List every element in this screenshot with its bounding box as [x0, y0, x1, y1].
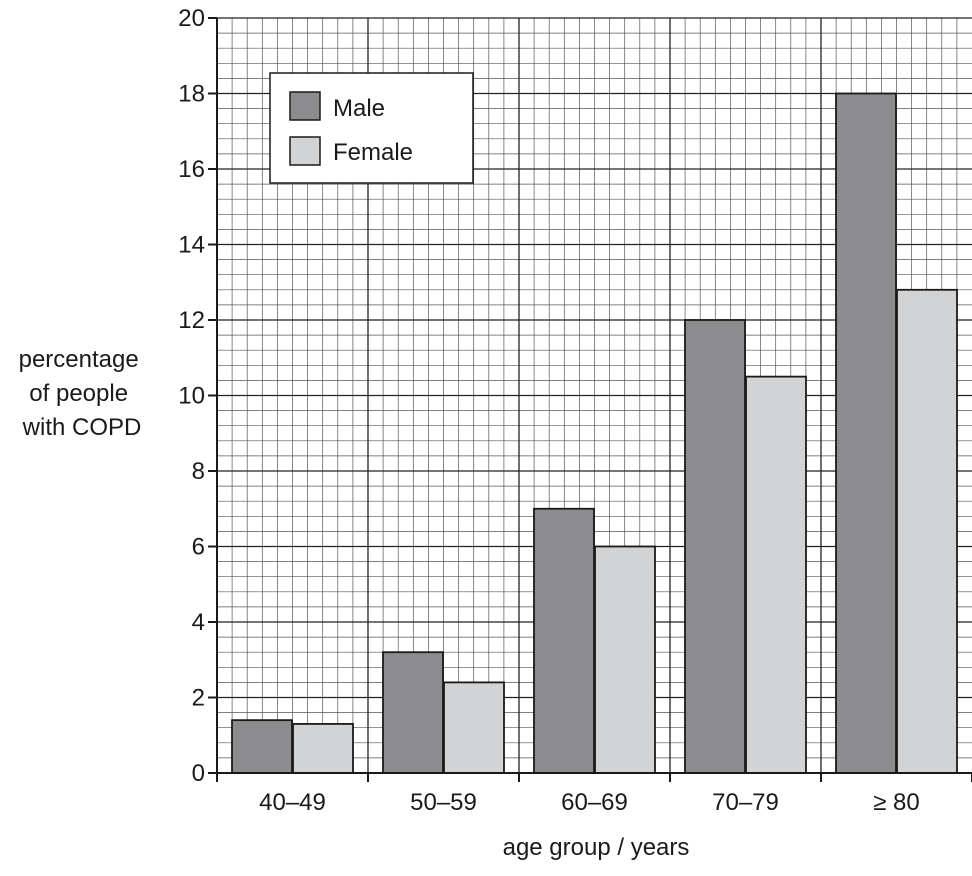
x-category-label: 40–49 — [259, 789, 326, 816]
x-axis-label: age group / years — [503, 834, 690, 861]
y-tick-label: 20 — [178, 5, 205, 32]
legend: Male Female — [269, 72, 474, 184]
y-tick-label: 4 — [192, 609, 205, 636]
x-category-label: 50–59 — [410, 789, 477, 816]
legend-label-male: Male — [333, 95, 385, 122]
y-axis-label-line-2: of people — [29, 380, 128, 407]
bar-male-2 — [382, 651, 444, 774]
y-axis-label: percentage of people with COPD — [19, 346, 146, 441]
y-tick-label: 10 — [178, 383, 205, 410]
legend-swatch-male — [289, 91, 321, 121]
bar-male-3 — [533, 507, 595, 774]
y-tick-labels: 0 2 4 6 8 10 12 14 16 18 20 — [178, 5, 205, 787]
y-tick-label: 18 — [178, 81, 205, 108]
bar-female-4 — [745, 375, 807, 774]
y-tick-label: 16 — [178, 156, 205, 183]
y-tick-label: 0 — [192, 760, 205, 787]
x-category-labels: 40–49 50–59 60–69 70–79 ≥ 80 — [259, 789, 920, 816]
y-tick-label: 2 — [192, 685, 205, 712]
y-tick-label: 8 — [192, 458, 205, 485]
bars — [231, 92, 958, 774]
bar-male-1 — [231, 719, 293, 774]
y-tick-label: 6 — [192, 534, 205, 561]
legend-box — [269, 72, 474, 184]
axes — [208, 17, 972, 782]
bar-female-5 — [896, 288, 958, 774]
x-category-label: ≥ 80 — [873, 789, 920, 816]
bar-female-1 — [292, 723, 354, 774]
bar-female-3 — [594, 545, 656, 774]
x-category-label: 60–69 — [561, 789, 628, 816]
x-category-label: 70–79 — [712, 789, 779, 816]
y-axis-label-line-3: with COPD — [22, 414, 142, 441]
y-tick-label: 12 — [178, 307, 205, 334]
y-axis-label-line-1: percentage — [19, 346, 139, 373]
legend-label-female: Female — [333, 139, 413, 166]
bar-male-5 — [835, 92, 897, 774]
y-tick-label: 14 — [178, 232, 205, 259]
legend-swatch-female — [289, 136, 321, 166]
bar-male-4 — [684, 319, 746, 774]
bar-female-2 — [443, 681, 505, 774]
